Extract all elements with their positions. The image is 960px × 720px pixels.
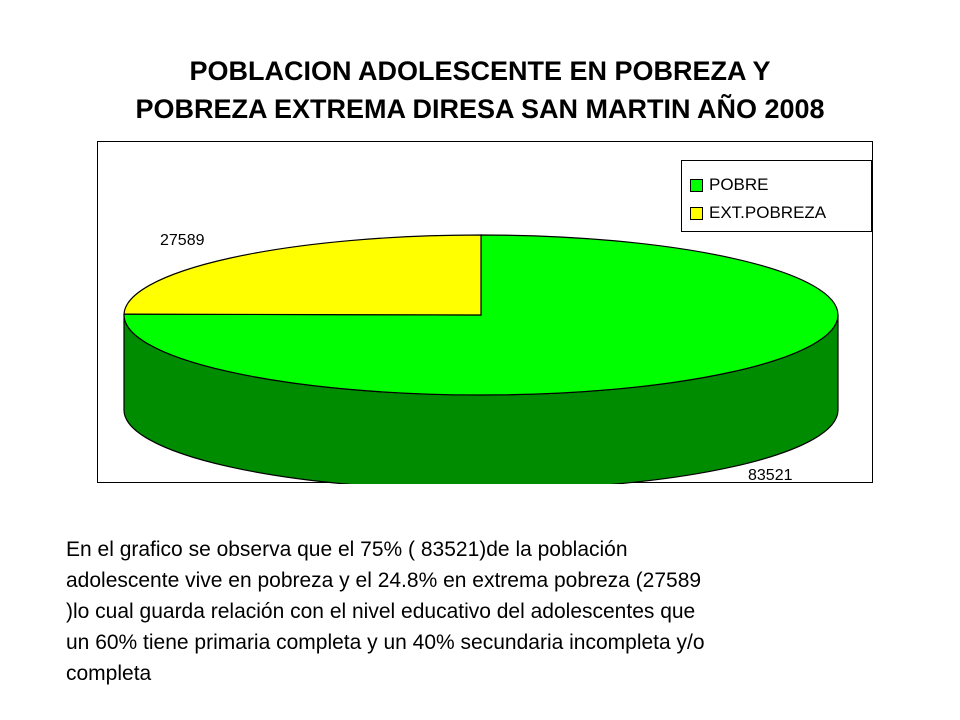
legend-swatch-ext-pobreza xyxy=(690,206,703,220)
caption-line: En el grafico se observa que el 75% ( 83… xyxy=(66,538,628,561)
legend-item-ext-pobreza: EXT.POBREZA xyxy=(690,203,826,223)
pie-slice-ext-pobreza xyxy=(123,234,482,316)
data-label-pobre: 83521 xyxy=(748,467,793,484)
chart-title-line-1: POBLACION ADOLESCENTE EN POBREZA Y xyxy=(189,56,771,86)
chart-title-line-2: POBREZA EXTREMA DIRESA SAN MARTIN AÑO 20… xyxy=(135,94,825,124)
caption-line: )lo cual guarda relación con el nivel ed… xyxy=(66,600,696,623)
caption-line: adolescente vive en pobreza y el 24.8% e… xyxy=(66,569,702,592)
data-label-ext-pobreza: 27589 xyxy=(160,232,205,249)
legend-swatch-pobre xyxy=(690,178,703,192)
chart-area: POBRE EXT.POBREZA 27589 83521 xyxy=(97,141,873,484)
caption-text: En el grafico se observa que el 75% ( 83… xyxy=(66,534,896,689)
chart-legend: POBRE EXT.POBREZA xyxy=(681,160,872,232)
chart-title: POBLACION ADOLESCENTE EN POBREZA Y POBRE… xyxy=(0,52,960,128)
legend-label-pobre: POBRE xyxy=(709,175,769,194)
caption-line: un 60% tiene primaria completa y un 40% … xyxy=(66,631,705,654)
caption-line: completa xyxy=(66,662,152,685)
legend-label-ext-pobreza: EXT.POBREZA xyxy=(709,203,827,222)
pie-chart-svg xyxy=(123,234,839,484)
legend-item-pobre: POBRE xyxy=(690,175,769,195)
